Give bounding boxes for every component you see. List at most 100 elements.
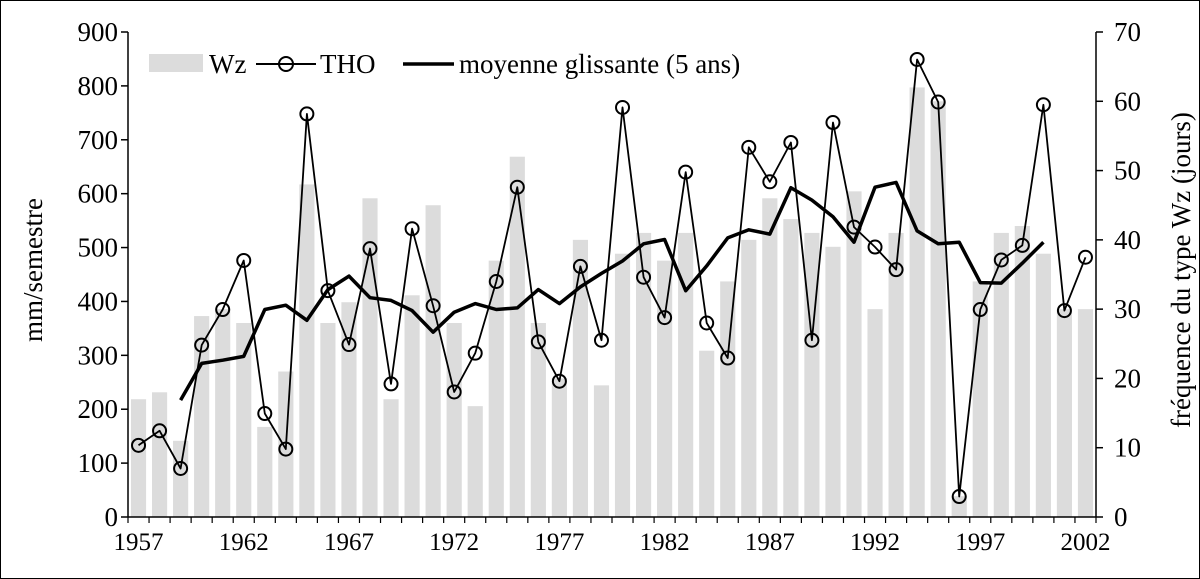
wz-bar	[741, 239, 757, 517]
left-tick-label: 400	[78, 286, 119, 316]
wz-bar	[530, 323, 546, 517]
left-tick-label: 300	[78, 340, 119, 370]
tho-point	[720, 350, 736, 366]
tho-point	[152, 423, 168, 439]
right-axis-title: fréquence du type Wz (jours)	[1166, 112, 1196, 428]
wz-bar	[1035, 253, 1051, 517]
wz-bar	[1056, 309, 1073, 517]
tick-labels: 0 100 200 300 400 500 600 700 800 900 0 10 20 30 40 50 6…	[78, 17, 1142, 556]
tho-point	[741, 139, 757, 155]
tho-point	[488, 274, 504, 290]
tho-point	[1056, 303, 1072, 319]
x-tick-label: 1972	[429, 529, 479, 556]
left-axis-title: mm/semestre	[18, 198, 48, 342]
wz-bar	[383, 399, 399, 517]
wz-bar	[341, 302, 357, 517]
wz-bar	[572, 239, 589, 517]
tho-point	[362, 241, 378, 257]
x-tick-label: 1962	[219, 529, 269, 556]
tho-point	[194, 337, 210, 353]
tho-point	[467, 345, 483, 361]
tho-point	[804, 332, 820, 348]
x-tick-label: 1967	[324, 529, 374, 556]
wz-bar	[488, 260, 504, 517]
wz-bar	[867, 309, 883, 517]
left-tick-label: 700	[78, 125, 119, 155]
tho-point	[783, 134, 799, 150]
wz-bar	[678, 232, 694, 517]
x-tick-label: 1997	[955, 529, 1005, 556]
wz-bar	[888, 232, 904, 517]
legend-swatch-wz	[149, 54, 203, 72]
right-tick-label: 10	[1114, 433, 1141, 463]
wz-bar	[299, 184, 315, 517]
wz-bar	[804, 232, 820, 517]
tho-point	[383, 376, 399, 392]
wz-bar	[593, 385, 610, 517]
tho-point	[867, 239, 883, 255]
tho-point	[993, 252, 1009, 268]
wz-bar	[909, 87, 925, 517]
wz-bars	[130, 87, 1094, 518]
tho-point	[446, 384, 462, 400]
legend-label-tho: THO	[320, 49, 376, 79]
wz-bar	[720, 281, 736, 517]
wz-bar	[762, 198, 778, 518]
tho-point	[404, 221, 420, 237]
wz-bar	[551, 378, 567, 517]
tho-point	[257, 406, 273, 422]
wz-bar	[783, 219, 799, 518]
wz-bar	[404, 295, 420, 517]
wz-bar	[151, 392, 168, 517]
tho-point	[699, 315, 715, 331]
right-tick-label: 50	[1114, 156, 1141, 186]
wz-bar	[425, 205, 441, 517]
left-tick-label: 900	[78, 17, 119, 47]
tho-point	[341, 337, 357, 353]
wz-bar	[614, 253, 631, 517]
right-tick-label: 40	[1114, 225, 1141, 255]
left-tick-label: 800	[78, 71, 119, 101]
tho-point	[636, 269, 652, 285]
tho-point	[678, 164, 694, 180]
legend: Wz THO moyenne glissante (5 ans)	[149, 49, 740, 79]
wz-bar	[1014, 226, 1030, 517]
tho-point	[1077, 249, 1093, 265]
moving-average-line	[179, 180, 1045, 401]
axes	[121, 31, 1103, 523]
wz-bar	[993, 232, 1009, 517]
tho-point	[299, 106, 315, 122]
tho-point	[509, 179, 525, 195]
tho-point	[320, 283, 336, 299]
legend-label-ma: moyenne glissante (5 ans)	[459, 49, 740, 79]
wz-bar	[236, 323, 252, 517]
legend-swatch-tho-marker	[278, 56, 294, 72]
wz-bar	[173, 440, 189, 517]
tho-point	[551, 373, 567, 389]
x-tick-label: 1992	[850, 529, 900, 556]
tho-point	[972, 302, 988, 318]
wz-bar	[1077, 309, 1094, 517]
wz-bar	[467, 406, 483, 517]
left-tick-label: 500	[78, 233, 119, 263]
wz-bar	[930, 101, 946, 518]
legend-label-wz: Wz	[209, 49, 246, 79]
left-tick-label: 600	[78, 179, 119, 209]
wz-bar	[257, 426, 273, 517]
x-tick-label: 1987	[745, 529, 795, 556]
tho-series	[131, 51, 1093, 505]
tho-point	[762, 174, 778, 190]
wz-bar	[320, 323, 336, 517]
wz-bar	[446, 323, 462, 517]
tho-point	[825, 115, 841, 131]
right-tick-label: 0	[1114, 502, 1128, 532]
wz-bar	[215, 309, 231, 517]
tho-point	[530, 334, 546, 350]
x-tick-label: 1982	[640, 529, 690, 556]
tho-point	[951, 489, 967, 505]
tho-point	[593, 332, 609, 348]
tho-point	[1035, 97, 1051, 113]
tho-point	[236, 252, 252, 268]
tho-line	[137, 58, 1087, 498]
tho-point	[131, 437, 147, 453]
